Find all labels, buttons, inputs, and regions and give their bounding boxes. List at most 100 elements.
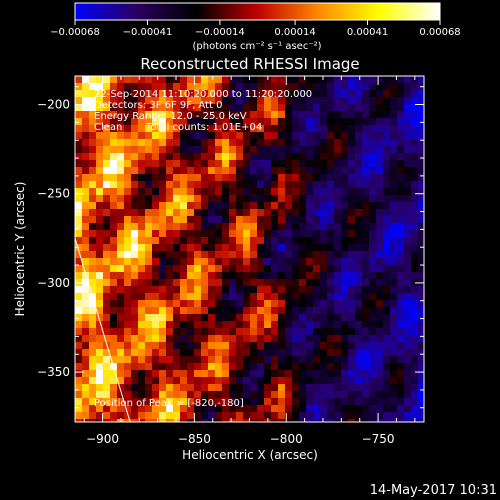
heatmap-cell: [355, 90, 362, 97]
heatmap-cell: [404, 314, 411, 321]
heatmap-cell: [82, 83, 89, 90]
heatmap-cell: [208, 370, 215, 377]
heatmap-cell: [201, 97, 208, 104]
heatmap-cell: [411, 370, 418, 377]
heatmap-cell: [390, 76, 397, 83]
heatmap-cell: [75, 146, 82, 153]
heatmap-cell: [159, 104, 166, 111]
heatmap-cell: [257, 160, 264, 167]
heatmap-cell: [383, 300, 390, 307]
heatmap-cell: [103, 202, 110, 209]
heatmap-cell: [166, 342, 173, 349]
heatmap-cell: [390, 356, 397, 363]
heatmap-cell: [257, 195, 264, 202]
heatmap-cell: [257, 97, 264, 104]
heatmap-cell: [117, 328, 124, 335]
heatmap-cell: [89, 300, 96, 307]
heatmap-cell: [215, 258, 222, 265]
heatmap-cell: [271, 398, 278, 405]
heatmap-cell: [138, 125, 145, 132]
heatmap-cell: [292, 412, 299, 419]
heatmap-cell: [397, 237, 404, 244]
heatmap-cell: [166, 125, 173, 132]
heatmap-cell: [103, 279, 110, 286]
heatmap-cell: [299, 384, 306, 391]
heatmap-cell: [103, 412, 110, 419]
heatmap-cell: [383, 188, 390, 195]
heatmap-cell: [334, 195, 341, 202]
heatmap-cell: [362, 125, 369, 132]
heatmap-cell: [208, 111, 215, 118]
heatmap-cell: [369, 286, 376, 293]
heatmap-cell: [341, 181, 348, 188]
heatmap-cell: [299, 377, 306, 384]
heatmap-cell: [320, 349, 327, 356]
heatmap-cell: [348, 286, 355, 293]
heatmap-cell: [390, 132, 397, 139]
heatmap-cell: [131, 321, 138, 328]
heatmap-cell: [299, 405, 306, 412]
heatmap-cell: [285, 237, 292, 244]
heatmap-cell: [411, 230, 418, 237]
heatmap-cell: [278, 356, 285, 363]
heatmap-cell: [383, 244, 390, 251]
heatmap-cell: [397, 258, 404, 265]
heatmap-cell: [96, 377, 103, 384]
heatmap-cell: [397, 286, 404, 293]
heatmap-cell: [229, 153, 236, 160]
heatmap-cell: [362, 139, 369, 146]
heatmap-cell: [236, 398, 243, 405]
heatmap-cell: [229, 377, 236, 384]
heatmap-cell: [299, 370, 306, 377]
heatmap-cell: [187, 146, 194, 153]
heatmap-cell: [152, 132, 159, 139]
heatmap-cell: [390, 279, 397, 286]
heatmap-cell: [285, 377, 292, 384]
heatmap-cell: [285, 412, 292, 419]
heatmap-cell: [250, 167, 257, 174]
heatmap-cell: [166, 307, 173, 314]
heatmap-cell: [103, 83, 110, 90]
heatmap-cell: [180, 188, 187, 195]
heatmap-cell: [292, 356, 299, 363]
heatmap-cell: [383, 293, 390, 300]
heatmap-cell: [369, 167, 376, 174]
heatmap-cell: [103, 342, 110, 349]
heatmap-cell: [264, 391, 271, 398]
heatmap-cell: [152, 181, 159, 188]
heatmap-cell: [229, 300, 236, 307]
heatmap-cell: [418, 342, 424, 349]
heatmap-cell: [362, 216, 369, 223]
heatmap-cell: [243, 90, 250, 97]
heatmap-cell: [243, 384, 250, 391]
heatmap-cell: [187, 139, 194, 146]
heatmap-cell: [369, 342, 376, 349]
heatmap-cell: [257, 244, 264, 251]
heatmap-cell: [404, 104, 411, 111]
heatmap-cell: [117, 244, 124, 251]
heatmap-cell: [96, 160, 103, 167]
heatmap-cell: [264, 202, 271, 209]
heatmap-cell: [152, 118, 159, 125]
heatmap-cell: [166, 258, 173, 265]
annotation-time-range: 22-Sep-2014 11:10:20.000 to 11:20:20.000: [94, 89, 312, 100]
heatmap-cell: [166, 104, 173, 111]
heatmap-cell: [355, 279, 362, 286]
heatmap-cell: [376, 258, 383, 265]
heatmap-cell: [110, 251, 117, 258]
heatmap-cell: [152, 202, 159, 209]
heatmap-cell: [306, 300, 313, 307]
heatmap-cell: [313, 153, 320, 160]
heatmap-cell: [334, 139, 341, 146]
heatmap-cell: [194, 258, 201, 265]
heatmap-cell: [166, 83, 173, 90]
heatmap-cell: [243, 195, 250, 202]
heatmap-cell: [96, 146, 103, 153]
heatmap-cell: [376, 153, 383, 160]
heatmap-cell: [264, 97, 271, 104]
heatmap-cell: [110, 370, 117, 377]
heatmap-cell: [278, 265, 285, 272]
heatmap-cell: [257, 363, 264, 370]
heatmap-cell: [215, 223, 222, 230]
heatmap-cell: [117, 300, 124, 307]
